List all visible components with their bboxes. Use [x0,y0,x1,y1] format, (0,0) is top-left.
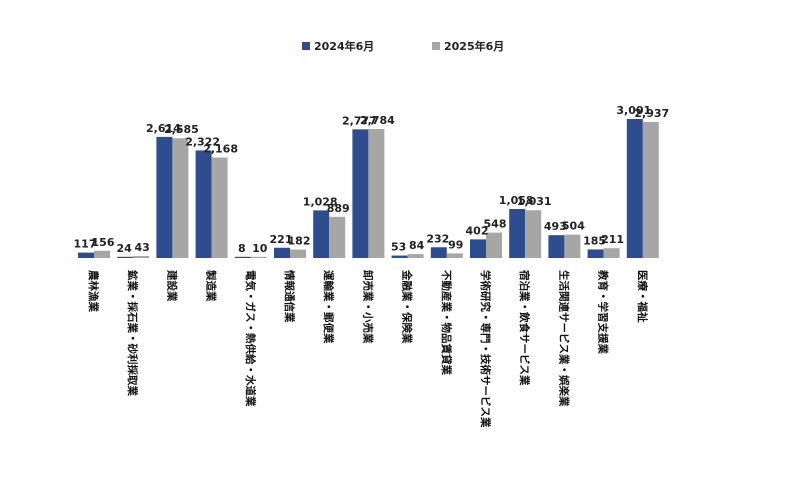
legend-swatch-2 [432,42,440,50]
category-label-12: 宿泊業・飲食サービス業 [518,270,531,386]
value-label-2024-12: 1,058 [499,194,534,207]
value-label-2024-5: 8 [238,242,246,255]
value-label-2025-6: 182 [288,235,311,248]
value-label-2024-15: 3,001 [616,104,651,117]
category-label-9: 金融業・保険業 [401,269,414,344]
value-label-2024-1: 117 [74,238,97,251]
category-label-15: 医療・福祉 [636,270,649,323]
bar-2025-14 [603,248,620,258]
bar-2024-10 [430,247,447,258]
bar-2024-3 [156,136,173,258]
bars-group [78,118,659,258]
value-label-2024-4: 2,322 [185,135,220,148]
category-labels-group: 農林漁業 鉱業・採石業・砂利採取業 建設業 製造業 電気・ガス・熱供給・水道業 情報通信業… [87,269,649,428]
value-label-2025-1: 156 [92,236,115,249]
category-label-5: 電気・ガス・熱供給・水道業 [244,270,257,407]
bar-2024-9 [391,255,408,258]
category-label-6: 情報通信業 [283,270,296,323]
bar-2024-5 [234,256,251,258]
value-label-2024-2: 24 [117,242,133,255]
bar-2025-12 [525,210,542,258]
legend: 2024年6月 2025年6月 [302,39,504,53]
value-label-2024-14: 185 [583,234,606,247]
bar-2025-6 [290,249,306,258]
value-label-2024-8: 2,777 [342,114,377,127]
bar-2024-2 [117,256,134,258]
value-label-2025-14: 211 [601,233,624,246]
bar-2024-12 [509,208,526,258]
category-label-10: 不動産業・物品賃貸業 [440,270,453,375]
bar-2025-5 [250,256,267,258]
bar-2024-7 [313,210,330,258]
bar-2025-8 [368,129,385,258]
value-label-2025-2: 43 [135,241,150,254]
bar-2025-10 [446,253,463,258]
category-label-3: 建設業 [165,269,178,302]
value-label-2025-7: 889 [327,202,350,215]
value-label-2025-8: 2,784 [360,114,395,127]
value-label-2024-9: 53 [391,241,406,254]
bar-2025-4 [211,157,228,258]
bar-2024-4 [195,150,212,258]
value-label-2025-13: 504 [562,220,585,233]
bar-2024-1 [78,252,94,258]
category-label-1: 農林漁業 [87,270,100,312]
bar-2025-3 [172,138,189,258]
category-label-14: 教育・学習支援業 [597,269,610,354]
bar-2025-9 [407,254,424,258]
value-label-2024-3: 2,614 [146,122,181,135]
value-label-2024-7: 1,028 [303,195,338,208]
category-label-2: 鉱業・採石業・砂利採取業 [126,270,139,396]
bar-2025-15 [642,121,659,258]
value-label-2025-5: 10 [252,242,268,255]
value-label-2025-4: 2,168 [203,143,238,156]
value-label-2025-11: 548 [484,218,507,231]
value-label-2024-11: 402 [466,224,489,237]
bar-2025-13 [564,234,581,258]
bar-2025-11 [486,232,502,258]
category-label-8: 卸売業・小売業 [361,270,374,344]
value-label-2025-10: 99 [448,238,463,251]
value-label-2024-13: 493 [544,220,567,233]
bar-2024-14 [587,249,604,258]
value-label-2024-6: 221 [270,233,293,246]
value-label-2025-12: 1,031 [517,195,552,208]
legend-label-1: 2024年6月 [314,39,374,53]
category-label-13: 生活関連サービス業・娯楽業 [557,270,570,407]
bar-2025-7 [329,216,346,258]
category-label-4: 製造業 [205,269,218,302]
value-label-2025-15: 2,937 [634,107,669,120]
bar-2024-15 [626,118,643,258]
category-label-11: 学術研究・専門・技術サービス業 [479,270,492,428]
bar-2024-11 [470,239,486,258]
legend-label-2: 2025年6月 [444,39,504,53]
value-label-2024-10: 232 [426,232,449,245]
bar-2024-6 [274,247,290,258]
bar-2024-8 [352,129,369,258]
bar-2025-1 [94,250,110,258]
legend-swatch-1 [302,42,310,50]
value-label-2025-9: 84 [409,239,425,252]
category-label-7: 運輸業・郵便業 [322,270,335,344]
bar-2025-2 [133,256,150,258]
bar-2024-13 [548,235,565,258]
value-label-2025-3: 2,585 [164,123,199,136]
